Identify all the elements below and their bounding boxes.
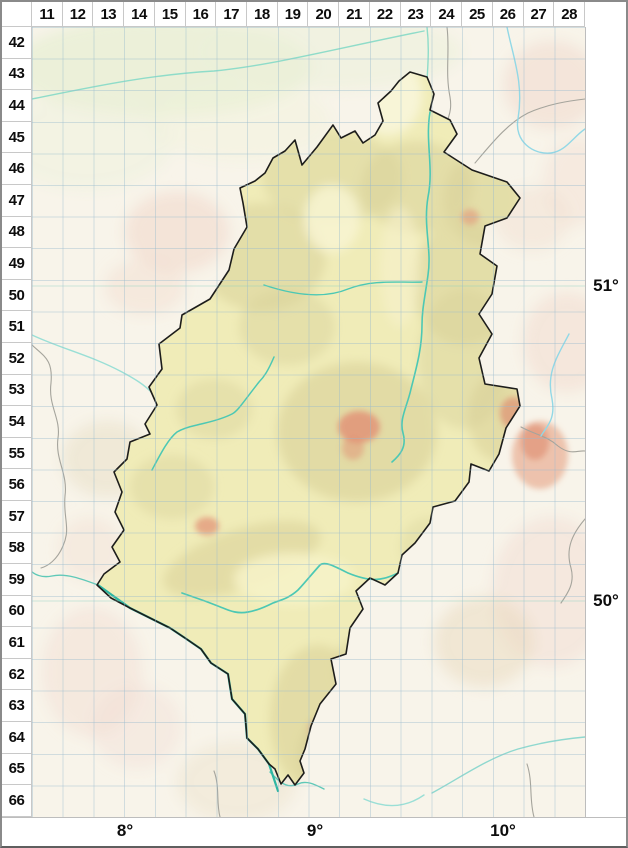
row-header-50: 50 (2, 280, 31, 312)
row-header-63: 63 (2, 690, 31, 723)
longitude-label-9deg: 9° (306, 821, 324, 840)
row-header-48: 48 (2, 217, 31, 249)
column-header-28: 28 (554, 2, 585, 26)
latitude-label-50deg: 50° (593, 591, 619, 610)
river-path (269, 771, 325, 790)
row-header-58: 58 (2, 533, 31, 565)
column-header-19: 19 (278, 2, 309, 26)
latitude-margin: 51° 50° (586, 2, 626, 817)
column-header-23: 23 (401, 2, 432, 26)
row-header-57: 57 (2, 501, 31, 533)
column-header-13: 13 (93, 2, 125, 26)
row-header-52: 52 (2, 343, 31, 375)
map-area (32, 27, 586, 817)
admin-boundary-path (32, 344, 68, 569)
column-header-21: 21 (339, 2, 370, 26)
column-header-11: 11 (32, 2, 63, 26)
river-main (181, 562, 399, 614)
column-header-24: 24 (431, 2, 463, 26)
admin-boundary-path (474, 98, 585, 164)
river-path (506, 27, 585, 154)
river-path (32, 30, 425, 100)
row-headers: 42 43 44 45 46 47 48 49 50 51 52 53 54 55 56 57 58 59 60 61… (2, 27, 32, 817)
river-path (431, 736, 585, 794)
row-header-62: 62 (2, 659, 31, 691)
row-header-55: 55 (2, 438, 31, 470)
admin-boundary-path (446, 27, 452, 120)
row-header-49: 49 (2, 248, 31, 280)
river-path (540, 333, 570, 437)
river-fulda (391, 111, 431, 463)
column-header-15: 15 (155, 2, 186, 26)
row-header-51: 51 (2, 311, 31, 343)
admin-boundary-path (520, 426, 585, 453)
row-header-66: 66 (2, 785, 31, 817)
column-header-18: 18 (247, 2, 278, 26)
longitude-label-10deg: 10° (490, 821, 516, 840)
row-header-61: 61 (2, 627, 31, 659)
row-header-64: 64 (2, 722, 31, 754)
row-header-59: 59 (2, 564, 31, 596)
column-header-26: 26 (493, 2, 524, 26)
column-header-25: 25 (462, 2, 493, 26)
column-header-22: 22 (370, 2, 401, 26)
river-path (32, 334, 154, 395)
latitude-lines (32, 285, 585, 602)
column-header-27: 27 (524, 2, 555, 26)
admin-boundary-path (213, 770, 221, 817)
admin-boundaries (32, 27, 585, 817)
longitude-label-8deg: 8° (116, 821, 134, 840)
column-header-14: 14 (124, 2, 155, 26)
river-path (363, 794, 425, 807)
row-header-45: 45 (2, 122, 31, 154)
row-header-54: 54 (2, 406, 31, 438)
admin-boundary-path (526, 763, 535, 817)
row-header-60: 60 (2, 596, 31, 628)
longitude-margin: 8° 9° 10° (2, 817, 626, 846)
column-header-16: 16 (186, 2, 217, 26)
topographic-map-svg (32, 27, 585, 817)
column-header-20: 20 (308, 2, 340, 26)
rhoen-high-terrain (512, 421, 568, 489)
column-header-17: 17 (216, 2, 248, 26)
row-header-42: 42 (2, 27, 31, 59)
latitude-label-51deg: 51° (593, 276, 619, 295)
row-header-46: 46 (2, 153, 31, 185)
river-eder (263, 281, 423, 296)
row-header-47: 47 (2, 185, 31, 217)
admin-boundary-path (560, 518, 585, 604)
river-lahn (151, 356, 275, 471)
row-header-65: 65 (2, 754, 31, 786)
grid-corner-cell (2, 2, 32, 27)
row-header-53: 53 (2, 375, 31, 407)
river-path (32, 571, 99, 586)
row-header-56: 56 (2, 469, 31, 501)
rivers-outside (32, 27, 585, 807)
column-header-12: 12 (63, 2, 94, 26)
row-header-43: 43 (2, 59, 31, 91)
column-headers: 11 12 13 14 15 16 17 18 19 20 21 22 23 24 25 26 27 28 (32, 2, 585, 27)
row-header-44: 44 (2, 90, 31, 122)
